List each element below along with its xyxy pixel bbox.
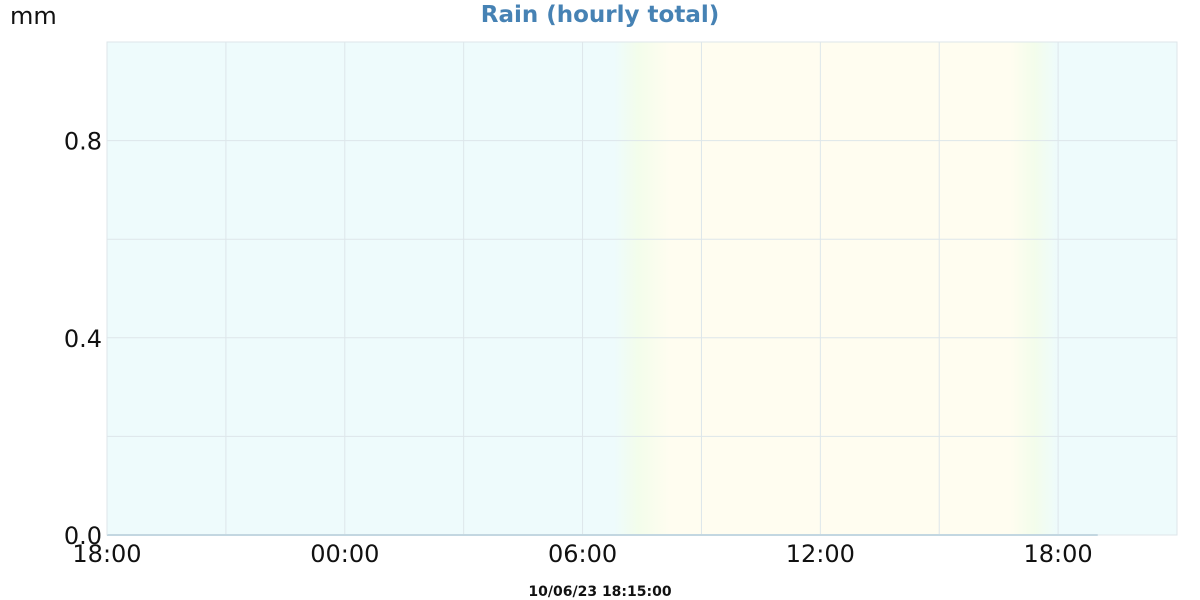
y-tick-label: 0.0 bbox=[64, 522, 102, 550]
chart-title: Rain (hourly total) bbox=[480, 2, 720, 28]
y-tick-label: 0.4 bbox=[64, 325, 102, 353]
timestamp-label: 10/06/23 18:15:00 bbox=[528, 584, 672, 600]
plot-background bbox=[107, 42, 1177, 535]
x-tick-label: 18:00 bbox=[72, 540, 141, 568]
x-tick-label: 18:00 bbox=[1024, 540, 1093, 568]
plot-border bbox=[106, 41, 1178, 536]
x-tick-label: 12:00 bbox=[786, 540, 855, 568]
y-axis-unit-label: mm bbox=[10, 2, 57, 30]
y-tick-label: 0.8 bbox=[64, 128, 102, 156]
x-tick-label: 00:00 bbox=[310, 540, 379, 568]
x-tick-label: 06:00 bbox=[548, 540, 617, 568]
tick-labels: 18:00 00:00 06:00 12:00 18:000.00.40.8 bbox=[64, 128, 1093, 568]
